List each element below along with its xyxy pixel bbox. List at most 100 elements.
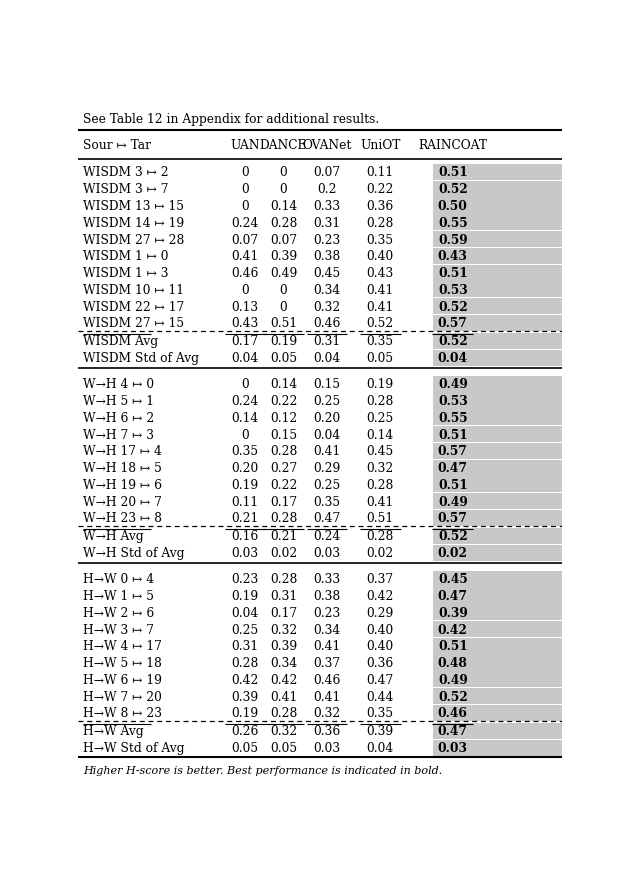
Text: 0.04: 0.04 [313, 352, 341, 365]
Text: 0.28: 0.28 [270, 573, 297, 586]
Text: 0.48: 0.48 [438, 656, 468, 669]
Text: 0.28: 0.28 [366, 478, 394, 491]
Text: 0.16: 0.16 [232, 530, 258, 543]
Text: WISDM Avg: WISDM Avg [83, 335, 158, 348]
Text: 0.2: 0.2 [318, 183, 337, 196]
Text: 0.49: 0.49 [438, 495, 467, 508]
Text: 0.51: 0.51 [438, 478, 467, 491]
Text: 0.19: 0.19 [270, 335, 297, 348]
Text: 0.11: 0.11 [367, 167, 394, 179]
Text: WISDM 10 ↦ 11: WISDM 10 ↦ 11 [83, 283, 184, 296]
Text: 0.57: 0.57 [438, 317, 468, 330]
Text: 0.41: 0.41 [367, 495, 394, 508]
Text: W→H 7 ↦ 3: W→H 7 ↦ 3 [83, 428, 154, 441]
Text: RAINCOAT: RAINCOAT [418, 139, 487, 152]
Text: 0.42: 0.42 [270, 673, 297, 686]
Text: 0.15: 0.15 [270, 428, 297, 441]
Text: 0.14: 0.14 [367, 428, 394, 441]
Text: 0.34: 0.34 [313, 283, 341, 296]
Text: H→W 2 ↦ 6: H→W 2 ↦ 6 [83, 606, 154, 619]
Text: 0.37: 0.37 [367, 573, 394, 586]
Text: 0.35: 0.35 [367, 335, 394, 348]
Text: 0.25: 0.25 [232, 623, 258, 636]
Text: 0.38: 0.38 [313, 250, 341, 263]
Text: 0.49: 0.49 [270, 267, 297, 280]
Text: 0.26: 0.26 [231, 724, 258, 738]
Text: 0.49: 0.49 [438, 378, 467, 391]
Text: 0.39: 0.39 [270, 250, 297, 263]
Text: 0.13: 0.13 [232, 300, 258, 313]
Bar [434, 621, 562, 638]
Text: 0.02: 0.02 [367, 546, 394, 560]
Text: 0.51: 0.51 [438, 167, 467, 179]
Bar [434, 588, 562, 604]
Text: 0.44: 0.44 [366, 690, 394, 702]
Text: 0.47: 0.47 [367, 673, 394, 686]
Text: UAN: UAN [230, 139, 260, 152]
Text: 0.36: 0.36 [367, 656, 394, 669]
Text: H→W 7 ↦ 20: H→W 7 ↦ 20 [83, 690, 162, 702]
Text: 0.43: 0.43 [232, 317, 258, 330]
Bar [434, 350, 562, 367]
Text: See Table 12 in Appendix for additional results.: See Table 12 in Appendix for additional … [83, 113, 379, 126]
Text: 0.53: 0.53 [438, 395, 467, 408]
Text: WISDM 1 ↦ 3: WISDM 1 ↦ 3 [83, 267, 168, 280]
Bar [434, 705, 562, 721]
Text: 0.41: 0.41 [313, 639, 341, 652]
Bar [434, 655, 562, 671]
Text: 0.41: 0.41 [270, 690, 297, 702]
Bar [434, 443, 562, 460]
Text: 0.47: 0.47 [438, 461, 468, 474]
Bar [434, 165, 562, 181]
Bar [434, 688, 562, 704]
Text: 0.14: 0.14 [232, 411, 258, 424]
Text: 0.03: 0.03 [232, 546, 258, 560]
Text: 0.55: 0.55 [438, 217, 467, 230]
Text: 0.35: 0.35 [367, 233, 394, 246]
Text: W→H 5 ↦ 1: W→H 5 ↦ 1 [83, 395, 154, 408]
Bar [434, 265, 562, 282]
Text: 0: 0 [280, 300, 288, 313]
Text: H→W 5 ↦ 18: H→W 5 ↦ 18 [83, 656, 162, 669]
Text: 0: 0 [280, 283, 288, 296]
Text: H→W Std of Avg: H→W Std of Avg [83, 741, 184, 754]
Text: 0.14: 0.14 [270, 378, 297, 391]
Text: WISDM 3 ↦ 7: WISDM 3 ↦ 7 [83, 183, 168, 196]
Text: 0.19: 0.19 [232, 589, 258, 602]
Text: 0.07: 0.07 [313, 167, 341, 179]
Bar [434, 740, 562, 756]
Bar [434, 248, 562, 265]
Text: 0.38: 0.38 [313, 589, 341, 602]
Text: 0.17: 0.17 [270, 495, 297, 508]
Text: 0.40: 0.40 [367, 250, 394, 263]
Text: 0.22: 0.22 [270, 478, 297, 491]
Text: 0.39: 0.39 [270, 639, 297, 652]
Text: 0.03: 0.03 [313, 741, 341, 754]
Text: 0.50: 0.50 [438, 200, 468, 213]
Text: 0.39: 0.39 [367, 724, 394, 738]
Text: 0.05: 0.05 [270, 741, 297, 754]
Text: H→W 8 ↦ 23: H→W 8 ↦ 23 [83, 707, 162, 719]
Bar [434, 545, 562, 561]
Text: 0.07: 0.07 [232, 233, 258, 246]
Text: 0.21: 0.21 [270, 530, 297, 543]
Bar [434, 198, 562, 214]
Bar [434, 316, 562, 332]
Text: W→H Avg: W→H Avg [83, 530, 144, 543]
Text: H→W 6 ↦ 19: H→W 6 ↦ 19 [83, 673, 162, 686]
Text: 0.47: 0.47 [313, 512, 341, 524]
Text: 0.25: 0.25 [313, 478, 341, 491]
Bar [434, 672, 562, 688]
Text: 0.03: 0.03 [313, 546, 341, 560]
Text: W→H 18 ↦ 5: W→H 18 ↦ 5 [83, 461, 162, 474]
Text: 0.52: 0.52 [438, 183, 467, 196]
Text: 0.04: 0.04 [313, 428, 341, 441]
Text: 0.28: 0.28 [366, 530, 394, 543]
Text: 0.02: 0.02 [438, 546, 468, 560]
Text: 0.46: 0.46 [438, 707, 468, 719]
Text: W→H 17 ↦ 4: W→H 17 ↦ 4 [83, 445, 162, 458]
Bar [434, 460, 562, 476]
Text: 0.35: 0.35 [367, 707, 394, 719]
Text: 0: 0 [241, 378, 249, 391]
Text: W→H 23 ↦ 8: W→H 23 ↦ 8 [83, 512, 162, 524]
